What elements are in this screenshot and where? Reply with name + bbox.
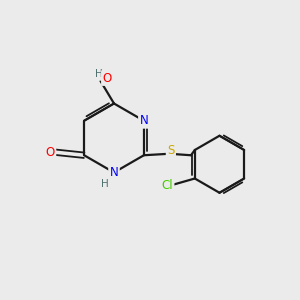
Text: H: H [101,179,109,189]
Text: N: N [110,166,118,179]
Text: S: S [167,144,175,157]
Text: H: H [95,69,103,80]
Text: N: N [140,114,148,127]
Text: O: O [46,146,55,159]
Text: Cl: Cl [161,179,173,193]
Text: O: O [103,71,112,85]
